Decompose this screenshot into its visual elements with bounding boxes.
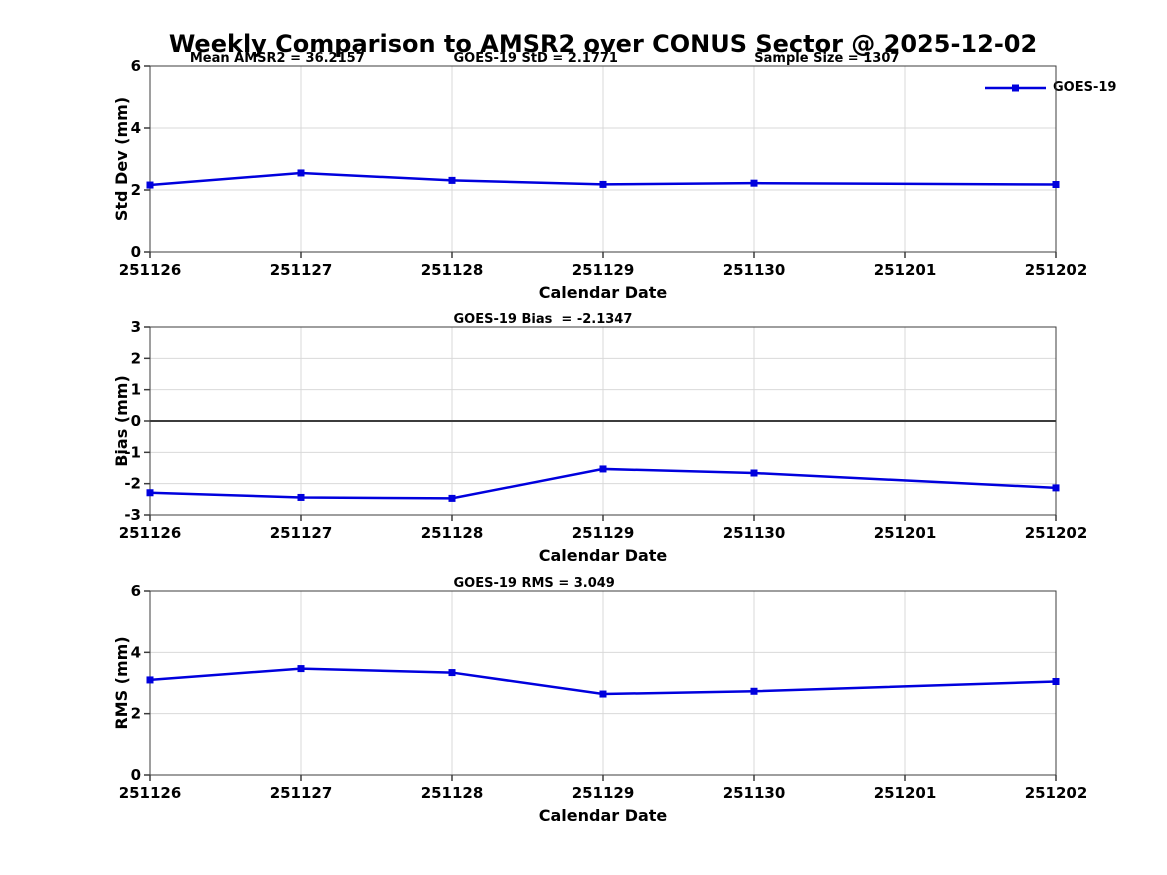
x-tick-label: 251128 bbox=[421, 261, 484, 279]
data-point-marker bbox=[448, 494, 456, 502]
x-axis-label: Calendar Date bbox=[539, 546, 668, 565]
y-tick-label: -2 bbox=[124, 475, 141, 493]
x-tick-label: 251202 bbox=[1025, 784, 1088, 802]
annotation: Mean AMSR2 = 36.2157 bbox=[190, 51, 365, 66]
x-tick-label: 251128 bbox=[421, 524, 484, 542]
legend: GOES-19 bbox=[984, 80, 1116, 95]
data-point-marker bbox=[448, 176, 456, 184]
x-tick-label: 251126 bbox=[119, 524, 182, 542]
x-tick-label: 251202 bbox=[1025, 524, 1088, 542]
x-tick-label: 251127 bbox=[270, 784, 333, 802]
legend-line-icon bbox=[985, 84, 1046, 91]
y-axis-label: Std Dev (mm) bbox=[112, 97, 131, 221]
x-tick-label: 251130 bbox=[723, 524, 786, 542]
annotation: GOES-19 Bias = -2.1347 bbox=[454, 312, 633, 327]
data-point-marker bbox=[146, 489, 154, 497]
y-axis-label: RMS (mm) bbox=[112, 636, 131, 729]
data-point-marker bbox=[448, 669, 456, 677]
x-tick-label: 251201 bbox=[874, 784, 937, 802]
y-tick-label: 1 bbox=[131, 381, 141, 399]
annotation: GOES-19 RMS = 3.049 bbox=[454, 576, 615, 591]
y-axis-label: Bias (mm) bbox=[112, 375, 131, 467]
x-tick-label: 251127 bbox=[270, 261, 333, 279]
x-tick-label: 251128 bbox=[421, 784, 484, 802]
data-point-marker bbox=[599, 180, 607, 188]
subplot-bias: 251126 251127 251128 251129 251130 251201 2512… bbox=[112, 312, 1087, 565]
x-tick-label: 251129 bbox=[572, 261, 635, 279]
y-tick-label: 0 bbox=[131, 243, 141, 261]
data-point-marker bbox=[599, 465, 607, 473]
x-tick-label: 251202 bbox=[1025, 261, 1088, 279]
y-tick-label: 0 bbox=[131, 766, 141, 784]
data-point-marker bbox=[750, 469, 758, 477]
x-tick-label: 251126 bbox=[119, 784, 182, 802]
x-axis-label: Calendar Date bbox=[539, 806, 668, 825]
y-tick-label: 2 bbox=[131, 349, 141, 367]
data-point-marker bbox=[297, 169, 305, 177]
y-tick-label: -1 bbox=[124, 443, 141, 461]
y-tick-label: 6 bbox=[131, 582, 141, 600]
data-point-marker bbox=[1052, 484, 1060, 492]
x-tick-label: 251129 bbox=[572, 524, 635, 542]
y-tick-label: 4 bbox=[131, 119, 141, 137]
y-tick-label: 4 bbox=[131, 643, 141, 661]
data-point-marker bbox=[297, 665, 305, 673]
x-tick-label: 251201 bbox=[874, 524, 937, 542]
series-line-goes-19 bbox=[149, 171, 1057, 187]
data-point-marker bbox=[750, 179, 758, 187]
data-point-marker bbox=[297, 493, 305, 501]
y-tick-label: 2 bbox=[131, 705, 141, 723]
y-tick-label: 3 bbox=[131, 318, 141, 336]
subplot-std-dev: 251126 251127 251128 251129 251130 251201 2512… bbox=[112, 51, 1087, 302]
series-line-goes-19 bbox=[149, 667, 1057, 696]
subplot-rms: 251126 251127 251128 251129 251130 251201 2512… bbox=[112, 576, 1087, 825]
y-tick-label: 0 bbox=[131, 412, 141, 430]
y-tick-label: -3 bbox=[124, 506, 141, 524]
data-point-marker bbox=[599, 690, 607, 698]
x-tick-label: 251126 bbox=[119, 261, 182, 279]
x-axis-label: Calendar Date bbox=[539, 283, 668, 302]
y-tick-label: 2 bbox=[131, 181, 141, 199]
legend-label: GOES-19 bbox=[1053, 80, 1117, 95]
x-tick-label: 251129 bbox=[572, 784, 635, 802]
annotation: Sample Size = 1307 bbox=[754, 51, 899, 66]
y-tick-label: 6 bbox=[131, 57, 141, 75]
data-point-marker bbox=[146, 676, 154, 684]
x-tick-label: 251130 bbox=[723, 261, 786, 279]
data-point-marker bbox=[1052, 677, 1060, 685]
data-point-marker bbox=[750, 687, 758, 695]
chart-title: Weekly Comparison to AMSR2 over CONUS Se… bbox=[168, 30, 1038, 58]
x-tick-label: 251127 bbox=[270, 524, 333, 542]
x-tick-label: 251130 bbox=[723, 784, 786, 802]
series-line-goes-19 bbox=[149, 467, 1057, 500]
data-point-marker bbox=[146, 181, 154, 189]
annotation: GOES-19 StD = 2.1771 bbox=[454, 51, 618, 66]
data-point-marker bbox=[1052, 181, 1060, 189]
x-tick-label: 251201 bbox=[874, 261, 937, 279]
